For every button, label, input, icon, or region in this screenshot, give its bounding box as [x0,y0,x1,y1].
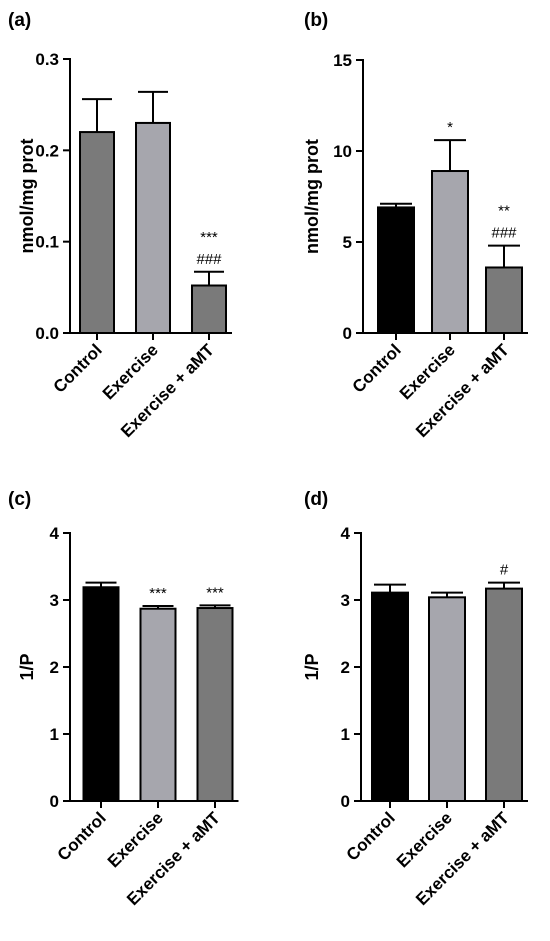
y-tick-label: 2 [341,658,350,677]
y-tick-label: 4 [50,524,60,543]
y-axis-label: nmol/mg prot [17,139,37,254]
y-tick-label: 1 [341,725,350,744]
significance-annotation: ### [491,225,517,242]
panel-label: (c) [8,489,31,510]
bar-control [79,131,115,334]
bar-control [82,586,120,803]
bar-exercise [135,121,171,334]
significance-annotation: *** [149,585,167,602]
y-tick-label: 0.2 [35,141,59,160]
category-label: Exercise + aMT [412,340,513,441]
y-tick-label: 0.3 [35,50,59,69]
bar-exercise-amt [485,266,523,335]
y-tick-label: 3 [341,591,350,610]
y-tick-label: 0.1 [35,233,59,252]
y-tick-label: 0 [343,324,352,343]
y-tick-label: 2 [50,658,59,677]
significance-annotation: ### [196,251,222,268]
bar-exercise [428,596,466,802]
bar-control [377,206,415,334]
category-label: Control [54,808,110,864]
y-tick-label: 4 [341,524,351,543]
bar-control [371,591,409,802]
y-axis-label: 1/P [17,653,37,680]
bar-exercise-amt [191,284,227,334]
panel-label: (b) [304,10,328,31]
panel-label: (a) [8,10,31,31]
y-tick-label: 3 [50,591,59,610]
significance-annotation: *** [200,229,218,246]
chart-panel-3: (c)012341/PControl***Exercise***Exercise… [8,489,239,909]
y-tick-label: 1 [50,725,59,744]
y-tick-label: 0 [50,792,59,811]
y-tick-label: 15 [333,51,352,70]
significance-annotation: *** [206,584,224,601]
bar-exercise [431,170,469,334]
y-tick-label: 5 [343,233,352,252]
y-axis-label: 1/P [302,653,322,680]
y-tick-label: 10 [333,142,352,161]
category-label: Control [50,340,106,396]
category-label: Control [343,808,399,864]
panel-label: (d) [304,489,328,510]
significance-annotation: * [447,119,453,136]
bar-exercise [139,607,177,803]
significance-annotation: ** [498,203,510,220]
significance-annotation: # [500,562,509,579]
bar-exercise-amt [196,607,234,802]
y-axis-label: nmol/mg prot [302,139,322,254]
y-tick-label: 0 [341,792,350,811]
y-tick-label: 0.0 [35,324,59,343]
bar-exercise-amt [485,587,523,802]
